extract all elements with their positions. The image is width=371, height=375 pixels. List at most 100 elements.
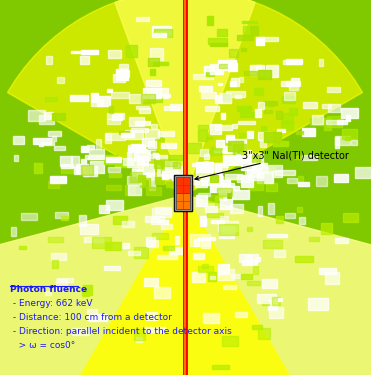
- Bar: [196, 162, 213, 172]
- Bar: [168, 155, 187, 160]
- Bar: [148, 58, 159, 66]
- Bar: [121, 134, 134, 136]
- Bar: [210, 124, 221, 134]
- Bar: [223, 93, 230, 101]
- Bar: [46, 56, 52, 64]
- Bar: [232, 190, 249, 199]
- Bar: [268, 102, 273, 106]
- Bar: [196, 172, 211, 176]
- Bar: [106, 201, 123, 210]
- Bar: [240, 112, 255, 117]
- Bar: [268, 300, 277, 310]
- Bar: [144, 169, 154, 179]
- Bar: [283, 60, 300, 64]
- Bar: [140, 175, 145, 185]
- Bar: [124, 158, 140, 163]
- Bar: [242, 48, 246, 51]
- Bar: [223, 147, 236, 153]
- Bar: [250, 65, 264, 75]
- Polygon shape: [7, 0, 362, 195]
- Bar: [71, 156, 79, 166]
- Bar: [200, 216, 206, 226]
- Bar: [137, 170, 147, 178]
- Bar: [75, 167, 81, 174]
- Bar: [89, 161, 104, 173]
- Bar: [138, 175, 145, 180]
- Bar: [213, 163, 227, 170]
- Bar: [230, 81, 236, 86]
- Bar: [186, 177, 199, 184]
- Bar: [168, 174, 183, 177]
- Bar: [161, 163, 169, 173]
- Bar: [141, 94, 155, 103]
- Bar: [242, 158, 255, 170]
- Bar: [273, 141, 288, 146]
- Text: - Energy: 662 keV: - Energy: 662 keV: [10, 299, 92, 308]
- Bar: [266, 183, 277, 191]
- Bar: [195, 180, 207, 188]
- Bar: [208, 176, 223, 180]
- Bar: [351, 140, 357, 145]
- Bar: [79, 215, 86, 226]
- Bar: [148, 142, 153, 152]
- Bar: [244, 150, 250, 160]
- Bar: [106, 133, 125, 140]
- Bar: [136, 337, 142, 342]
- Bar: [264, 132, 281, 142]
- Bar: [137, 156, 148, 165]
- Bar: [80, 224, 98, 234]
- Bar: [117, 70, 129, 76]
- Bar: [176, 193, 190, 209]
- Bar: [198, 130, 207, 141]
- Bar: [266, 65, 278, 77]
- Bar: [255, 109, 260, 117]
- Bar: [192, 272, 205, 282]
- Bar: [247, 130, 253, 138]
- Bar: [267, 234, 287, 237]
- Bar: [52, 260, 58, 268]
- Bar: [325, 272, 339, 284]
- Bar: [83, 169, 88, 176]
- Bar: [146, 188, 161, 195]
- Bar: [153, 153, 158, 157]
- Bar: [219, 60, 236, 70]
- Bar: [150, 48, 164, 60]
- Bar: [129, 94, 142, 103]
- Bar: [147, 150, 155, 154]
- Bar: [107, 89, 112, 93]
- Bar: [228, 141, 243, 150]
- Bar: [198, 124, 208, 129]
- Bar: [115, 69, 128, 80]
- Bar: [272, 171, 282, 177]
- Bar: [155, 177, 164, 184]
- Bar: [242, 21, 257, 24]
- Bar: [205, 106, 219, 111]
- Bar: [121, 243, 129, 248]
- Bar: [337, 120, 347, 124]
- Bar: [83, 166, 97, 176]
- Bar: [345, 136, 350, 140]
- Text: 3"x3" NaI(Tl) detector: 3"x3" NaI(Tl) detector: [195, 150, 349, 180]
- Bar: [232, 78, 239, 86]
- Bar: [287, 178, 297, 183]
- Bar: [217, 30, 227, 36]
- Bar: [45, 291, 50, 296]
- Bar: [132, 168, 145, 173]
- Bar: [176, 177, 190, 193]
- Bar: [237, 106, 251, 111]
- Bar: [219, 224, 238, 235]
- Bar: [185, 177, 196, 180]
- Bar: [239, 254, 258, 262]
- Bar: [146, 237, 155, 246]
- Bar: [113, 216, 127, 225]
- Bar: [39, 144, 43, 146]
- Bar: [145, 327, 165, 332]
- Bar: [161, 224, 172, 228]
- Bar: [298, 176, 303, 186]
- Bar: [319, 268, 335, 274]
- Bar: [308, 298, 328, 310]
- Bar: [218, 221, 237, 231]
- Bar: [126, 45, 137, 57]
- Bar: [154, 33, 166, 37]
- Bar: [104, 154, 116, 164]
